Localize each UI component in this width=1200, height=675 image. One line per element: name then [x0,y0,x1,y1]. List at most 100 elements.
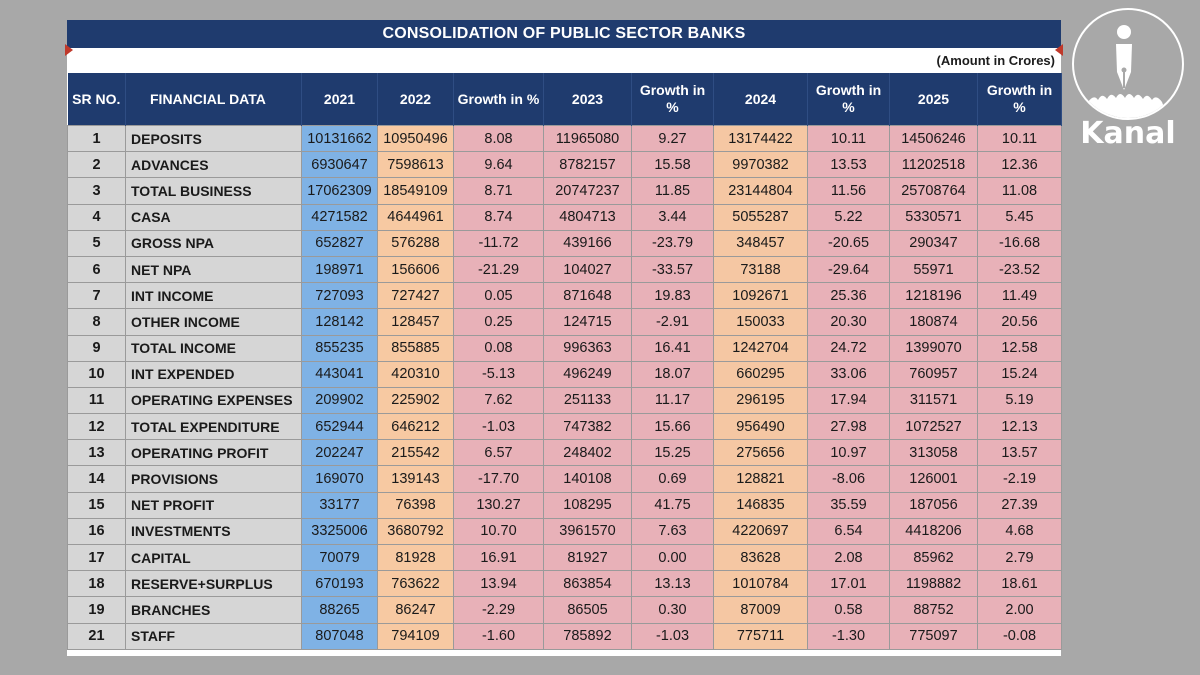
value-cell: 5.45 [977,203,1062,231]
value-cell: 55971 [889,255,978,284]
metric-name-cell: INT EXPENDED [125,360,302,388]
value-cell: 18.61 [977,570,1062,598]
value-cell: 130.27 [453,491,544,519]
value-cell: 85962 [889,543,978,572]
value-cell: 13.13 [631,570,714,598]
value-cell: 12.36 [977,151,1062,179]
value-cell: 86505 [543,596,632,624]
value-cell: 727427 [377,282,454,310]
value-cell: 18549109 [377,177,454,205]
value-cell: 0.08 [453,334,544,362]
value-cell: 41.75 [631,491,714,519]
value-cell: 0.30 [631,596,714,624]
amount-unit-note: (Amount in Crores) [936,52,1055,68]
value-cell: 13.94 [453,570,544,598]
value-cell: 76398 [377,491,454,519]
value-cell: 4644961 [377,203,454,231]
serial-number-cell: 8 [67,308,126,336]
kanal-logo: Kanal [1072,8,1184,158]
metric-name-cell: NET NPA [125,255,302,284]
value-cell: 6.57 [453,439,544,467]
serial-number-cell: 13 [67,439,126,467]
value-cell: -29.64 [807,255,890,284]
table-row: 17 CAPITAL 70079 81928 16.91 81927 0.00 83628 2.… [67,543,1062,572]
value-cell: 128142 [301,308,378,336]
value-cell: 1092671 [713,282,808,310]
value-cell: 146835 [713,491,808,519]
value-cell: -1.60 [453,622,544,650]
value-cell: -21.29 [453,255,544,284]
metric-name-cell: TOTAL INCOME [125,334,302,362]
metric-name-cell: PROVISIONS [125,465,302,493]
value-cell: 871648 [543,282,632,310]
value-cell: 139143 [377,465,454,493]
column-header-7: 2024 [713,73,808,126]
value-cell: 11.56 [807,177,890,205]
table-row: 1 DEPOSITS 10131662 10950496 8.08 11965080 9.2… [67,124,1062,153]
value-cell: 1218196 [889,282,978,310]
value-cell: 652827 [301,229,378,257]
value-cell: 313058 [889,439,978,467]
value-cell: 2.00 [977,596,1062,624]
value-cell: 215542 [377,439,454,467]
value-cell: 785892 [543,622,632,650]
serial-number-cell: 11 [67,386,126,415]
value-cell: -16.68 [977,229,1062,257]
value-cell: 7598613 [377,151,454,179]
value-cell: 33.06 [807,360,890,388]
value-cell: 747382 [543,413,632,441]
value-cell: 9.27 [631,124,714,153]
value-cell: 0.00 [631,543,714,572]
value-cell: 2.08 [807,543,890,572]
value-cell: 10.97 [807,439,890,467]
value-cell: 807048 [301,622,378,650]
value-cell: 16.41 [631,334,714,362]
value-cell: 25.36 [807,282,890,310]
metric-name-cell: INVESTMENTS [125,517,302,546]
serial-number-cell: 7 [67,282,126,310]
column-header-10: Growth in % [977,73,1062,126]
financial-data-table: SR NO. FINANCIAL DATA 2021 2022 Growth in % 2… [67,73,1062,650]
metric-name-cell: OPERATING EXPENSES [125,386,302,415]
table-row: 15 NET PROFIT 33177 76398 130.27 108295 41.75 1… [67,491,1062,519]
value-cell: 11.85 [631,177,714,205]
value-cell: 104027 [543,255,632,284]
table-title: CONSOLIDATION OF PUBLIC SECTOR BANKS [67,20,1061,48]
value-cell: -0.08 [977,622,1062,650]
value-cell: 0.69 [631,465,714,493]
table-row: 16 INVESTMENTS 3325006 3680792 10.70 3961570 7… [67,517,1062,546]
value-cell: 15.66 [631,413,714,441]
serial-number-cell: 15 [67,491,126,519]
column-header-4: Growth in % [453,73,544,126]
table-row: 5 GROSS NPA 652827 576288 -11.72 439166 -23.79… [67,229,1062,257]
value-cell: 1198882 [889,570,978,598]
value-cell: 275656 [713,439,808,467]
value-cell: 73188 [713,255,808,284]
table-row: 2 ADVANCES 6930647 7598613 9.64 8782157 15.58 9… [67,151,1062,179]
value-cell: -23.52 [977,255,1062,284]
value-cell: 15.24 [977,360,1062,388]
value-cell: -2.19 [977,465,1062,493]
value-cell: 3961570 [543,517,632,546]
value-cell: 439166 [543,229,632,257]
value-cell: 248402 [543,439,632,467]
value-cell: 81927 [543,543,632,572]
value-cell: 156606 [377,255,454,284]
serial-number-cell: 6 [67,255,126,284]
serial-number-cell: 10 [67,360,126,388]
value-cell: 5.22 [807,203,890,231]
serial-number-cell: 16 [67,517,126,546]
value-cell: 10.11 [807,124,890,153]
value-cell: 4418206 [889,517,978,546]
value-cell: 225902 [377,386,454,415]
value-cell: 11.17 [631,386,714,415]
value-cell: 496249 [543,360,632,388]
value-cell: 4271582 [301,203,378,231]
value-cell: 88752 [889,596,978,624]
value-cell: 15.25 [631,439,714,467]
pen-nib-crowd-icon [1072,8,1184,120]
value-cell: 5330571 [889,203,978,231]
value-cell: 4.68 [977,517,1062,546]
table-body: 1 DEPOSITS 10131662 10950496 8.08 11965080 9.2… [67,124,1062,650]
value-cell: 150033 [713,308,808,336]
